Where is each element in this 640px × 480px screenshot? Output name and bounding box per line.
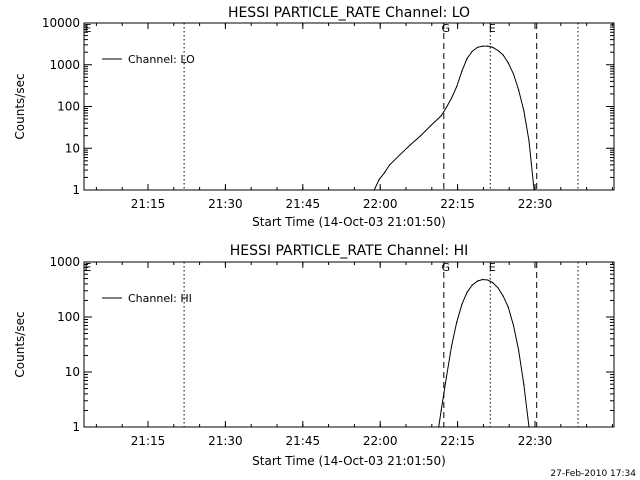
series-point [518, 89, 520, 91]
series-point [533, 189, 535, 191]
y-tick-label: 10 [65, 365, 80, 379]
series-point [512, 324, 515, 327]
x-tick-label: 21:15 [131, 197, 166, 211]
series-point [471, 284, 473, 286]
x-tick-label: 22:15 [440, 434, 475, 448]
series-point [438, 426, 440, 428]
x-axis-title: Start Time (14-Oct-03 21:01:50) [252, 215, 446, 229]
chart-title: HESSI PARTICLE_RATE Channel: LO [228, 5, 470, 21]
corner-marker-label: E [85, 261, 92, 274]
legend-label: Channel: HI [128, 292, 192, 305]
series-point [492, 46, 494, 49]
series-point [451, 345, 453, 347]
x-tick-label: 21:45 [286, 434, 321, 448]
series-point [378, 178, 380, 180]
series-point [430, 124, 432, 127]
x-tick-label: 22:00 [363, 434, 398, 448]
x-tick-label: 22:30 [518, 197, 553, 211]
series-point [487, 45, 489, 47]
y-tick-label: 100 [57, 100, 80, 114]
y-tick-label: 100 [57, 310, 80, 324]
y-tick-label: 1000 [49, 255, 80, 269]
legend-label: Channel: LO [128, 53, 195, 66]
series-point [502, 295, 504, 297]
plot-timestamp: 27-Feb-2010 17:34 [550, 469, 636, 479]
series-point [389, 164, 391, 166]
y-axis-title: Counts/sec [13, 73, 27, 139]
x-tick-label: 21:30 [208, 197, 243, 211]
series-point [497, 287, 499, 289]
series-point [497, 49, 499, 52]
series-point [476, 280, 478, 282]
plot-frame [83, 261, 615, 428]
x-axis-title: Start Time (14-Oct-03 21:01:50) [252, 454, 446, 468]
series-point [523, 383, 525, 385]
series-line-hi [438, 278, 530, 428]
series-point [456, 86, 458, 88]
series-point [461, 303, 463, 305]
series-point [492, 282, 494, 284]
x-tick-label: 21:45 [286, 197, 321, 211]
series-point [373, 189, 375, 191]
series-point [409, 144, 411, 146]
series-point [528, 426, 530, 428]
series-line-lo [373, 45, 535, 191]
series-point [512, 73, 515, 75]
series-point [507, 62, 509, 64]
series-point [456, 321, 458, 323]
y-axis-title: Counts/sec [13, 311, 27, 377]
series-point [466, 291, 468, 293]
chart-title: HESSI PARTICLE_RATE Channel: HI [230, 243, 468, 259]
series-point [481, 45, 484, 47]
y-tick-label: 1000 [49, 58, 80, 72]
series-point [383, 172, 386, 174]
series-point [420, 135, 422, 137]
series-point [487, 279, 489, 281]
x-tick-label: 22:30 [518, 434, 553, 448]
series-point [445, 376, 447, 378]
series-point [466, 58, 468, 60]
x-tick-label: 22:15 [440, 197, 475, 211]
series-point [476, 46, 478, 49]
series-point [445, 106, 447, 108]
y-tick-label: 1 [72, 420, 80, 434]
chart-panel-hi: HESSI PARTICLE_RATE Channel: HI 21:15 21:3… [13, 243, 615, 468]
x-tick-label: 21:15 [131, 434, 166, 448]
y-tick-label: 10 [65, 141, 80, 155]
y-tick-label: 1 [72, 183, 80, 197]
plot-frame [83, 22, 615, 191]
series-point [399, 154, 401, 156]
series-point [440, 409, 442, 411]
x-tick-label: 22:00 [363, 197, 398, 211]
series-point [502, 54, 504, 56]
marker-label: G [442, 22, 451, 35]
series-point [461, 70, 463, 72]
marker-label: E [489, 22, 496, 35]
x-tick-label: 21:30 [208, 434, 243, 448]
series-point [471, 50, 473, 52]
corner-marker-label: E [85, 22, 92, 35]
marker-label: G [442, 261, 451, 274]
series-point [481, 278, 484, 281]
chart-panel-lo: HESSI PARTICLE_RATE Channel: LO 21:15 21:3… [13, 5, 615, 229]
series-point [440, 115, 442, 117]
marker-label: E [489, 261, 496, 274]
series-point [523, 109, 525, 112]
series-point [451, 97, 453, 99]
series-point [528, 140, 530, 142]
series-point [518, 349, 520, 351]
series-point [507, 306, 509, 308]
y-tick-label: 10000 [42, 16, 80, 30]
